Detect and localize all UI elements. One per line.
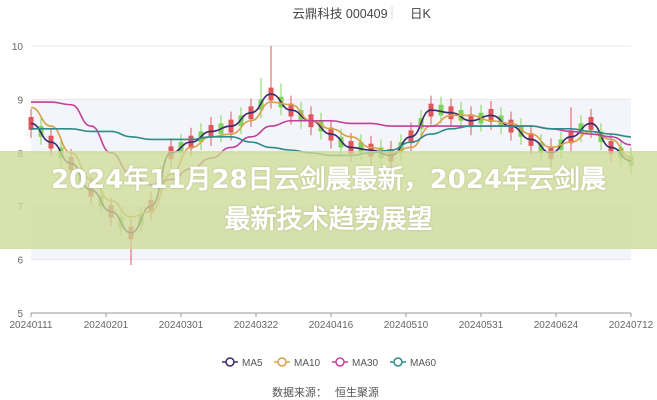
candle-body <box>538 142 544 153</box>
x-tick-label: 20240712 <box>609 320 654 331</box>
legend-marker-ma30 <box>335 357 345 367</box>
x-tick-label: 20240510 <box>384 320 429 331</box>
x-tick-label: 20240201 <box>84 320 129 331</box>
banner-title: 2024年11月28日云剑晨最新，2024年云剑晨最新技术趋势展望 <box>50 165 607 235</box>
y-tick-label: 10 <box>12 42 24 53</box>
x-tick-label: 20240111 <box>9 320 52 331</box>
y-tick-label: 5 <box>17 309 23 320</box>
y-tick-label: 6 <box>17 256 23 267</box>
legend-marker-ma5 <box>225 357 235 367</box>
candle-body <box>518 126 524 137</box>
y-tick-label: 9 <box>17 95 23 106</box>
x-tick-label: 20240531 <box>459 320 504 331</box>
legend-label-ma5: MA5 <box>242 358 263 369</box>
candle-body <box>238 115 244 127</box>
candle-body <box>338 136 344 148</box>
title-banner: 2024年11月28日云剑晨最新，2024年云剑晨最新技术趋势展望 <box>0 151 657 249</box>
legend-marker-ma60 <box>393 357 403 367</box>
candle-body <box>578 123 584 135</box>
candle-body <box>318 120 324 132</box>
source-name: 恒生聚源 <box>335 385 379 399</box>
source-label: 数据来源： <box>272 385 327 399</box>
x-tick-label: 20240624 <box>534 320 579 331</box>
period-tab-day-k[interactable]: 日K <box>410 7 432 21</box>
candle-body <box>358 142 364 153</box>
legend-label-ma10: MA10 <box>294 358 321 369</box>
legend-marker-ma10 <box>277 357 287 367</box>
x-tick-label: 20240301 <box>159 320 204 331</box>
x-tick-label: 20240322 <box>234 320 279 331</box>
legend-label-ma30: MA30 <box>352 358 379 369</box>
x-tick-label: 20240416 <box>309 320 354 331</box>
legend-label-ma60: MA60 <box>410 358 437 369</box>
chart-title: 云鼎科技 000409 <box>292 7 387 21</box>
candle-body <box>438 104 444 116</box>
